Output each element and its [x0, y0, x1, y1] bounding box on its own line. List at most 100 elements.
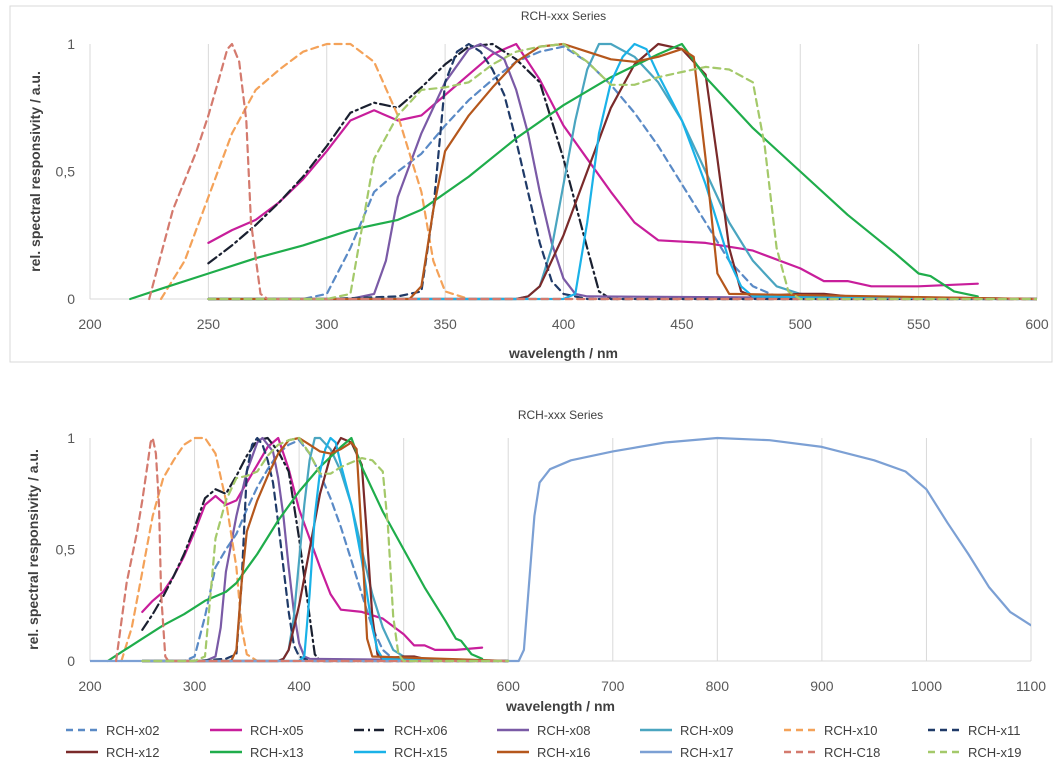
legend-label: RCH-x15 — [394, 744, 448, 760]
legend-label: RCH-x17 — [680, 744, 734, 760]
legend-label: RCH-x12 — [106, 744, 160, 760]
series-line-rch-x15 — [141, 436, 510, 663]
series-line-rch-c18 — [115, 436, 510, 663]
x-tick-label: 600 — [1025, 316, 1049, 332]
series-line-rch-x09 — [207, 42, 1037, 301]
legend-label: RCH-x13 — [250, 744, 304, 760]
series-line-rch-x05 — [141, 436, 484, 651]
x-tick-label: 300 — [183, 678, 207, 694]
legend-item-rch-x06: RCH-x06 — [352, 720, 447, 740]
legend-label: RCH-x10 — [824, 722, 878, 738]
y-tick-label: 0,5 — [56, 164, 76, 180]
x-tick-label: 400 — [287, 678, 311, 694]
legend-label: RCH-x08 — [537, 722, 591, 738]
series-line-rch-x13 — [129, 42, 979, 301]
x-tick-label: 250 — [197, 316, 221, 332]
x-axis-label: wavelength / nm — [508, 345, 618, 361]
series-line-rch-x10 — [159, 42, 1037, 301]
legend-label: RCH-x02 — [106, 722, 160, 738]
series-line-rch-x15 — [207, 42, 1037, 301]
legend-swatch — [784, 750, 816, 754]
series-group — [129, 42, 1037, 301]
legend-swatch — [928, 728, 960, 732]
series-line-rch-x11 — [207, 42, 1037, 301]
legend-swatch — [66, 728, 98, 732]
legend-swatch — [210, 728, 242, 732]
legend-label: RCH-x05 — [250, 722, 304, 738]
legend-label: RCH-x16 — [537, 744, 591, 760]
x-tick-label: 700 — [601, 678, 625, 694]
legend-swatch — [497, 750, 529, 754]
chart-frame — [9, 5, 1053, 363]
legend-swatch — [497, 728, 529, 732]
chart-title: RCH-xxx Series — [518, 408, 603, 422]
legend-label: RCH-x19 — [968, 744, 1022, 760]
chart-title: RCH-xxx Series — [521, 9, 606, 23]
y-tick-label: 0 — [67, 653, 75, 669]
legend-swatch — [928, 750, 960, 754]
legend-item-rch-x13: RCH-x13 — [208, 742, 303, 762]
series-line-rch-x16 — [207, 42, 1037, 301]
x-tick-label: 1000 — [911, 678, 942, 694]
y-tick-label: 1 — [67, 430, 75, 446]
series-line-rch-x02 — [207, 45, 1037, 301]
series-line-rch-x12 — [141, 436, 510, 663]
legend-item-rch-x05: RCH-x05 — [208, 720, 303, 740]
legend-item-rch-c18: RCH-C18 — [782, 742, 880, 762]
x-tick-label: 350 — [433, 316, 457, 332]
series-line-rch-x17 — [90, 436, 1031, 663]
legend-swatch — [640, 750, 672, 754]
x-tick-label: 300 — [315, 316, 339, 332]
series-line-rch-x10 — [120, 436, 510, 663]
legend-swatch — [640, 728, 672, 732]
y-tick-label: 0,5 — [56, 542, 76, 558]
y-tick-label: 1 — [67, 36, 75, 52]
legend-item-rch-x09: RCH-x09 — [638, 720, 733, 740]
series-line-rch-x06 — [141, 436, 510, 663]
legend-swatch — [210, 750, 242, 754]
legend-swatch — [354, 750, 386, 754]
x-axis-label: wavelength / nm — [505, 698, 615, 714]
series-line-rch-x16 — [141, 436, 510, 663]
series-line-rch-c18 — [148, 42, 1037, 301]
legend-label: RCH-C18 — [824, 744, 881, 760]
x-tick-label: 500 — [789, 316, 813, 332]
x-tick-label: 400 — [552, 316, 576, 332]
x-tick-label: 550 — [907, 316, 931, 332]
legend-item-rch-x19: RCH-x19 — [926, 742, 1021, 762]
series-line-rch-x12 — [207, 42, 1037, 301]
legend-item-rch-x08: RCH-x08 — [495, 720, 590, 740]
legend-item-rch-x10: RCH-x10 — [782, 720, 877, 740]
series-line-rch-x08 — [141, 436, 510, 663]
series-line-rch-x11 — [141, 436, 510, 663]
legend-label: RCH-x11 — [968, 722, 1021, 738]
series-line-rch-x05 — [207, 42, 979, 288]
legend-swatch — [354, 728, 386, 732]
x-tick-label: 450 — [670, 316, 694, 332]
x-tick-label: 600 — [497, 678, 521, 694]
x-tick-label: 1100 — [1016, 678, 1046, 694]
x-tick-label: 500 — [392, 678, 416, 694]
legend: RCH-x02 RCH-x05 RCH-x06 RCH-x08 RCH-x09 RCH-x… — [0, 718, 1064, 766]
legend-item-rch-x12: RCH-x12 — [64, 742, 159, 762]
y-tick-label: 0 — [67, 291, 75, 307]
legend-label: RCH-x06 — [394, 722, 448, 738]
legend-swatch — [66, 750, 98, 754]
legend-item-rch-x11: RCH-x11 — [926, 720, 1021, 740]
series-line-rch-x19 — [207, 42, 1037, 301]
legend-item-rch-x15: RCH-x15 — [352, 742, 447, 762]
legend-item-rch-x02: RCH-x02 — [64, 720, 159, 740]
chart-1: RCH-xxx Series 200 250 300 350 400 450 500 550 60… — [9, 5, 1053, 363]
series-line-rch-x19 — [141, 436, 510, 663]
legend-item-rch-x16: RCH-x16 — [495, 742, 590, 762]
y-axis-label: rel. spectral responsivity / a.u. — [27, 71, 43, 272]
x-tick-label: 200 — [78, 678, 102, 694]
y-axis-label: rel. spectral responsivity / a.u. — [25, 449, 41, 650]
x-tick-label: 200 — [78, 316, 102, 332]
legend-item-rch-x17: RCH-x17 — [638, 742, 733, 762]
legend-swatch — [784, 728, 816, 732]
series-group — [90, 436, 1031, 663]
x-tick-label: 800 — [706, 678, 730, 694]
series-line-rch-x08 — [207, 42, 1037, 301]
